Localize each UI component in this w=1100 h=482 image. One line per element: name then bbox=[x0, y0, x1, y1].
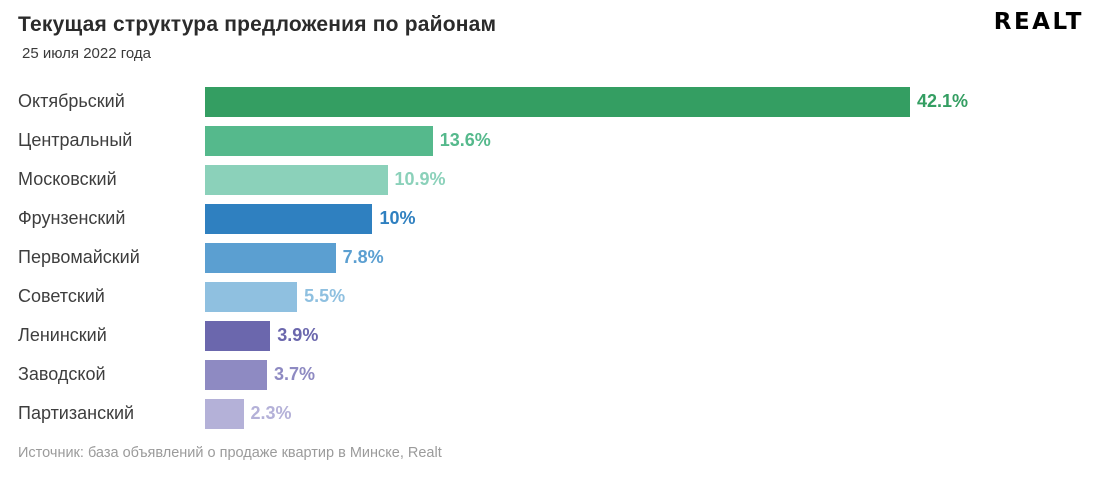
realt-logo: Realt bbox=[993, 9, 1084, 35]
bar-area: 5.5% bbox=[205, 281, 1100, 312]
bar bbox=[205, 242, 336, 273]
chart-row: Октябрьский 42.1% bbox=[0, 82, 1100, 121]
footer: Источник: база объявлений о продаже квар… bbox=[0, 445, 1100, 461]
value-label: 7.8% bbox=[342, 247, 384, 267]
district-label: Первомайский bbox=[18, 247, 140, 267]
district-label: Ленинский bbox=[18, 325, 107, 345]
chart-row: Ленинский 3.9% bbox=[0, 316, 1100, 355]
district-label: Центральный bbox=[18, 130, 133, 150]
chart-row: Центральный 13.6% bbox=[0, 121, 1100, 160]
bar bbox=[205, 164, 388, 195]
district-label: Партизанский bbox=[18, 403, 135, 423]
district-label: Московский bbox=[18, 169, 117, 189]
bar-area: 7.8% bbox=[205, 242, 1100, 273]
district-label: Фрунзенский bbox=[18, 208, 126, 228]
bar-area: 3.9% bbox=[205, 320, 1100, 351]
chart-row: Заводской 3.7% bbox=[0, 355, 1100, 394]
district-label: Советский bbox=[18, 286, 105, 306]
bar bbox=[205, 359, 267, 390]
value-label: 10.9% bbox=[394, 169, 446, 189]
date-subtitle: 25 июля 2022 года bbox=[22, 45, 151, 62]
bar-area: 42.1% bbox=[205, 86, 1100, 117]
bar bbox=[205, 203, 373, 234]
page-title: Текущая структура предложения по районам bbox=[18, 13, 497, 36]
chart-row: Партизанский 2.3% bbox=[0, 394, 1100, 433]
value-label: 5.5% bbox=[304, 286, 346, 306]
bar-area: 2.3% bbox=[205, 398, 1100, 429]
bar bbox=[205, 320, 271, 351]
value-label: 2.3% bbox=[250, 403, 292, 423]
chart-row: Советский 5.5% bbox=[0, 277, 1100, 316]
bar bbox=[205, 125, 433, 156]
bar-area: 10.9% bbox=[205, 164, 1100, 195]
value-label: 10% bbox=[379, 208, 416, 228]
value-label: 13.6% bbox=[439, 130, 491, 150]
bar-area: 10% bbox=[205, 203, 1100, 234]
value-label: 3.7% bbox=[273, 364, 315, 384]
chart-row: Фрунзенский 10% bbox=[0, 199, 1100, 238]
bar bbox=[205, 86, 910, 117]
bar bbox=[205, 398, 244, 429]
bar-area: 13.6% bbox=[205, 125, 1100, 156]
district-label: Октябрьский bbox=[18, 91, 125, 111]
value-label: 3.9% bbox=[277, 325, 319, 345]
source-caption: Источник: база объявлений о продаже квар… bbox=[18, 445, 442, 461]
chart-row: Первомайский 7.8% bbox=[0, 238, 1100, 277]
bar-chart: Октябрьский 42.1% Центральный 13.6% Московск… bbox=[0, 82, 1100, 433]
bar-area: 3.7% bbox=[205, 359, 1100, 390]
value-label: 42.1% bbox=[917, 91, 969, 111]
header: Текущая структура предложения по районам… bbox=[0, 0, 1100, 63]
chart-row: Московский 10.9% bbox=[0, 160, 1100, 199]
district-label: Заводской bbox=[18, 364, 106, 384]
bar bbox=[205, 281, 298, 312]
